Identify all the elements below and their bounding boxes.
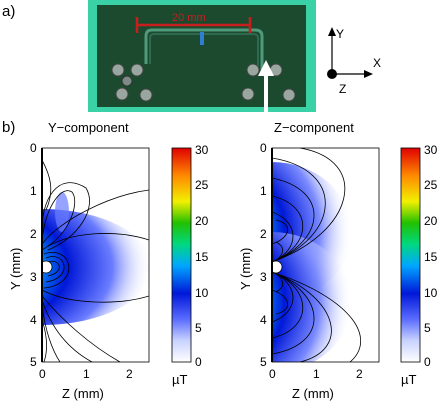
circuit-board bbox=[97, 5, 306, 107]
x-tick-label: 2 bbox=[356, 367, 363, 381]
colorbar-tick-label: 25 bbox=[424, 178, 438, 192]
colorbar-tick-label: 20 bbox=[424, 214, 438, 228]
x-axis-label: Z (mm) bbox=[62, 386, 104, 401]
scale-bar-label: 20 mm bbox=[172, 12, 206, 24]
y-tick-label: 2 bbox=[260, 227, 267, 241]
arrow-head bbox=[258, 60, 274, 76]
z-axis-dot bbox=[327, 69, 337, 79]
colorbar-tick-label: 10 bbox=[424, 286, 438, 300]
y-tick-label: 5 bbox=[260, 355, 267, 369]
y-tick-label: 3 bbox=[260, 270, 267, 284]
y-axis-label: Y (mm) bbox=[238, 248, 253, 290]
coordinate-axes: Y X Z bbox=[327, 27, 381, 96]
field-heatmap-lower bbox=[272, 232, 352, 362]
axis-y-label: Y bbox=[336, 27, 344, 41]
field-lobe-upper bbox=[55, 192, 69, 232]
y-tick-label: 4 bbox=[30, 313, 37, 327]
colorbar-tick-label: 15 bbox=[424, 250, 438, 264]
plot-z-component: Z−component bbox=[238, 120, 438, 401]
wire-cross-section bbox=[272, 260, 283, 274]
panel-b-label: b) bbox=[2, 119, 15, 136]
y-axis-ticks: 0 1 2 3 4 5 bbox=[260, 141, 267, 369]
x-axis-label: Z (mm) bbox=[292, 386, 334, 401]
x-tick-label: 0 bbox=[39, 367, 46, 381]
colorbar bbox=[400, 147, 421, 363]
y-tick-label: 0 bbox=[30, 141, 37, 155]
plot-title: Y−component bbox=[48, 120, 129, 135]
circuit-photo: 20 mm bbox=[88, 0, 316, 112]
colorbar-tick-label: 5 bbox=[424, 321, 431, 335]
wire-cross-section bbox=[42, 260, 53, 274]
y-tick-label: 2 bbox=[30, 227, 37, 241]
y-tick-label: 4 bbox=[260, 313, 267, 327]
colorbar-tick-label: 30 bbox=[424, 143, 438, 157]
colorbar-unit: µT bbox=[172, 372, 187, 387]
screws-right bbox=[241, 63, 296, 102]
colorbar-tick-label: 5 bbox=[195, 321, 202, 335]
sensor-marker bbox=[200, 32, 204, 45]
x-axis-ticks: 0 1 2 bbox=[39, 367, 133, 381]
contour-lines bbox=[42, 159, 149, 362]
panel-a-label: a) bbox=[2, 3, 15, 20]
colorbar-tick-label: 30 bbox=[195, 143, 209, 157]
colorbar-unit: µT bbox=[401, 372, 416, 387]
y-tick-label: 0 bbox=[260, 141, 267, 155]
x-tick-label: 1 bbox=[313, 367, 320, 381]
axis-z-label: Z bbox=[339, 82, 346, 96]
colorbar-tick-label: 0 bbox=[424, 355, 431, 369]
x-tick-label: 2 bbox=[126, 367, 133, 381]
contour-lines bbox=[272, 148, 361, 362]
colorbar-tick-label: 15 bbox=[195, 250, 209, 264]
colorbar-tick-label: 25 bbox=[195, 178, 209, 192]
wire-trace bbox=[144, 28, 264, 70]
colorbar-tick-label: 10 bbox=[195, 286, 209, 300]
plot-title: Z−component bbox=[274, 120, 354, 135]
colorbar-ticks: 30 25 20 15 10 5 0 bbox=[424, 143, 438, 369]
y-tick-label: 1 bbox=[30, 184, 37, 198]
x-tick-label: 1 bbox=[83, 367, 90, 381]
y-axis-label: Y (mm) bbox=[8, 248, 23, 290]
y-tick-label: 1 bbox=[260, 184, 267, 198]
colorbar-tick-label: 0 bbox=[195, 355, 202, 369]
y-tick-label: 5 bbox=[30, 355, 37, 369]
screws-left bbox=[111, 63, 153, 102]
plot-y-component: Y−component bbox=[8, 120, 209, 401]
x-tick-label: 0 bbox=[269, 367, 276, 381]
colorbar-ticks: 30 25 20 15 10 5 0 bbox=[195, 143, 209, 369]
y-tick-label: 3 bbox=[30, 270, 37, 284]
colorbar-tick-label: 20 bbox=[195, 214, 209, 228]
y-axis-ticks: 0 1 2 3 4 5 bbox=[30, 141, 37, 369]
colorbar bbox=[171, 147, 192, 363]
axis-x-label: X bbox=[373, 56, 381, 70]
x-axis-ticks: 0 1 2 bbox=[269, 367, 363, 381]
